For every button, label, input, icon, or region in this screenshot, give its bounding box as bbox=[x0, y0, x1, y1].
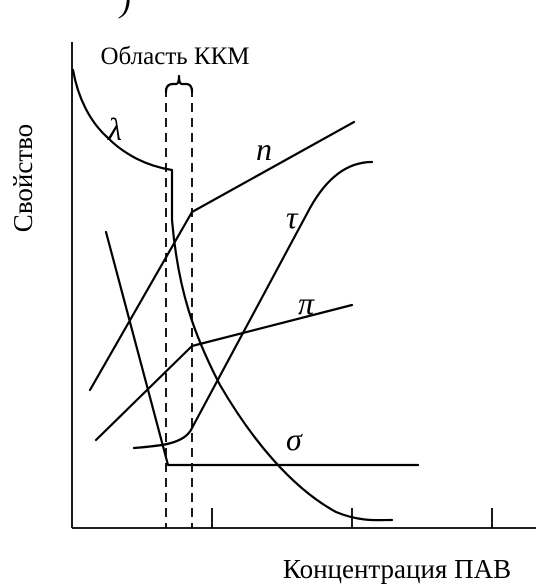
label-tau: τ bbox=[286, 199, 299, 235]
curve-pi bbox=[94, 303, 354, 442]
y-axis-label: Свойство bbox=[8, 124, 38, 232]
kkm-region-label: Область ККМ bbox=[101, 43, 250, 70]
label-lambda: λ bbox=[107, 111, 122, 147]
fragment-label: ) bbox=[118, 0, 131, 19]
label-n: n bbox=[256, 131, 272, 167]
curve-lambda bbox=[71, 68, 394, 522]
label-pi: π bbox=[298, 285, 315, 321]
curve-tau bbox=[132, 160, 374, 450]
curve-n bbox=[88, 120, 356, 392]
label-sigma: σ bbox=[286, 421, 303, 457]
kkm-brace bbox=[164, 74, 194, 94]
curve-sigma bbox=[104, 230, 420, 467]
x-axis-label: Концентрация ПАВ bbox=[283, 554, 511, 584]
